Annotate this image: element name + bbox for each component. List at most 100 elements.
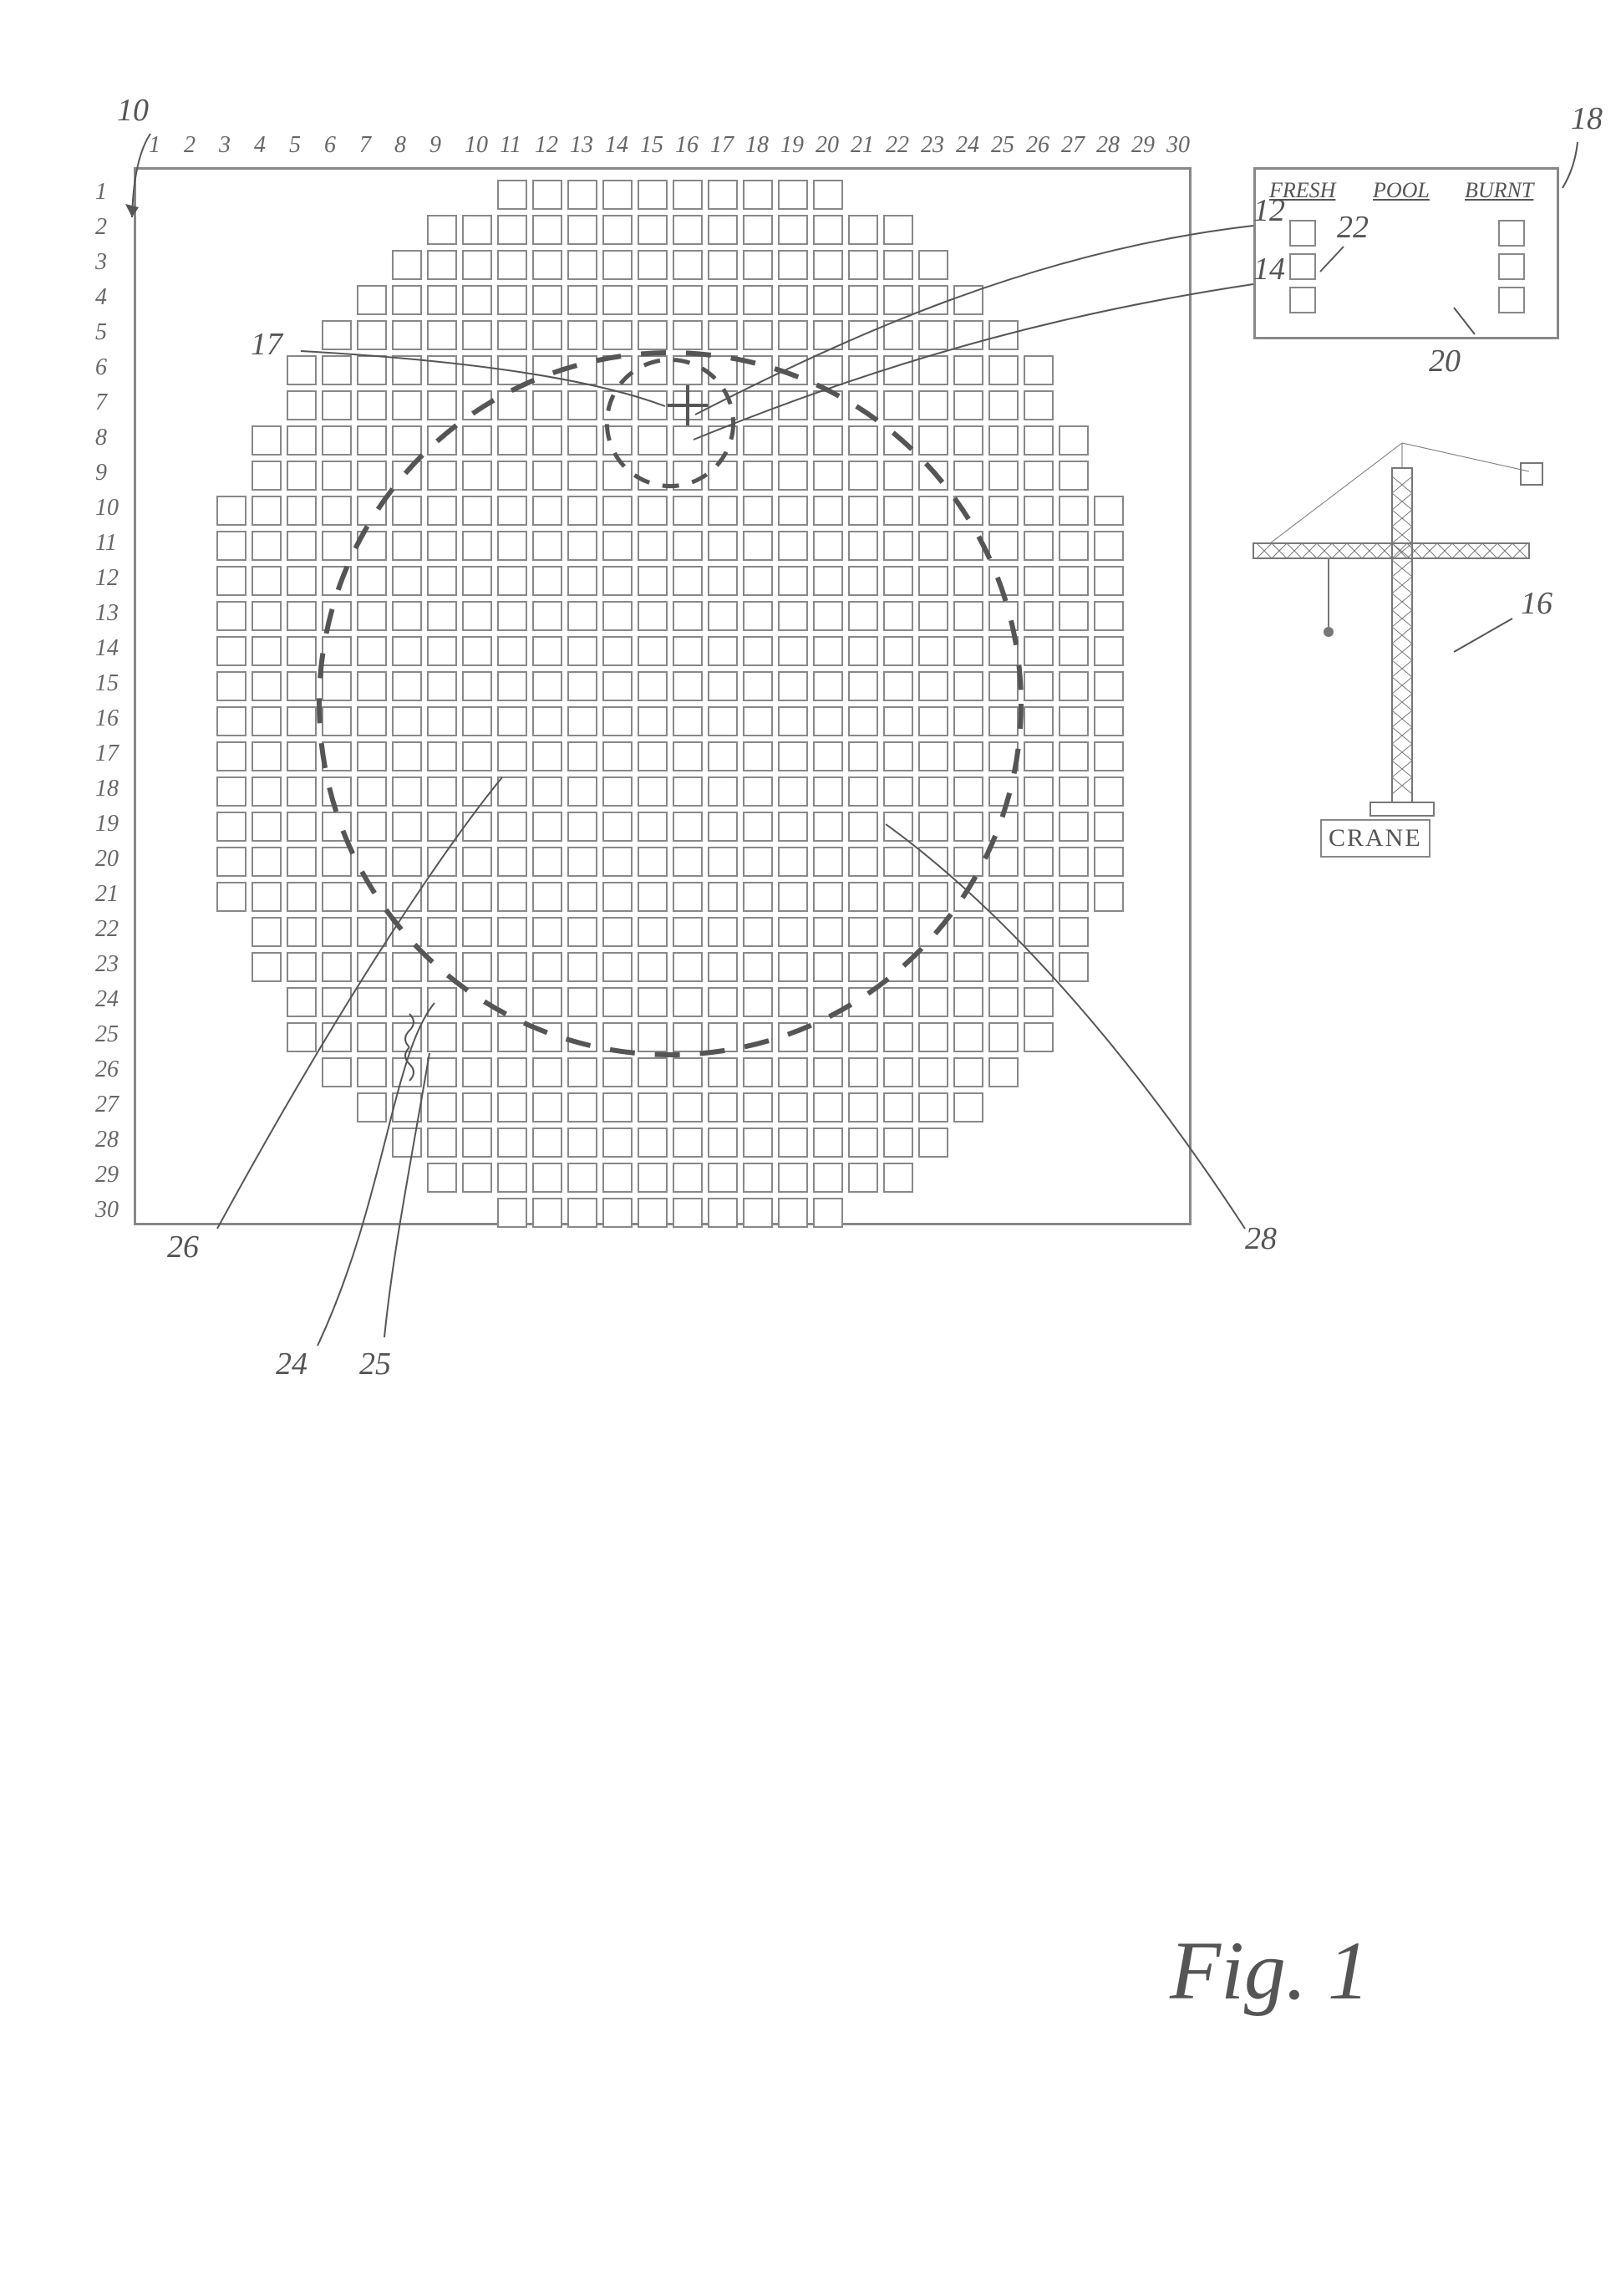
axis-col-9: 9 — [429, 132, 441, 159]
grid-cell — [883, 285, 913, 315]
grid-cell — [778, 636, 808, 666]
grid-cell — [602, 180, 633, 210]
grid-cell — [953, 987, 983, 1017]
axis-row-20: 20 — [95, 846, 119, 873]
grid-cell — [673, 987, 703, 1017]
grid-cell — [392, 1057, 422, 1087]
grid-cell — [357, 847, 387, 877]
grid-cell — [357, 601, 387, 631]
grid-cell — [497, 1022, 527, 1052]
grid-cell — [1094, 531, 1124, 561]
grid-cell — [918, 250, 948, 280]
grid-cell — [638, 1198, 668, 1228]
grid-cell — [1024, 987, 1054, 1017]
grid-cell — [953, 566, 983, 596]
grid-cell — [848, 706, 878, 736]
grid-cell — [883, 250, 913, 280]
grid-cell — [743, 566, 773, 596]
grid-cell — [778, 1057, 808, 1087]
grid-cell — [602, 1198, 633, 1228]
grid-cell — [918, 671, 948, 701]
grid-cell — [848, 285, 878, 315]
grid-cell — [532, 987, 562, 1017]
grid-cell — [778, 671, 808, 701]
grid-cell — [1059, 741, 1089, 771]
grid-cell — [708, 496, 738, 526]
grid-cell — [918, 1022, 948, 1052]
grid-cell — [673, 1092, 703, 1123]
grid-cell — [1024, 636, 1054, 666]
grid-cell — [988, 847, 1019, 877]
grid-cell — [392, 496, 422, 526]
grid-cell — [392, 461, 422, 491]
grid-cell — [602, 1128, 633, 1158]
grid-cell — [778, 285, 808, 315]
grid-cell — [602, 882, 633, 912]
axis-row-4: 4 — [95, 284, 107, 311]
grid-cell — [1024, 847, 1054, 877]
axis-row-8: 8 — [95, 425, 107, 451]
ref-20: 20 — [1429, 343, 1461, 379]
grid-cell — [567, 952, 597, 982]
grid-cell — [497, 320, 527, 350]
grid-cell — [427, 671, 457, 701]
grid-cell — [743, 425, 773, 456]
grid-cell — [708, 601, 738, 631]
grid-cell — [392, 1128, 422, 1158]
grid-cell — [1024, 776, 1054, 807]
grid-cell — [988, 636, 1019, 666]
grid-cell — [743, 320, 773, 350]
grid-cell — [743, 215, 773, 245]
grid-cell — [638, 952, 668, 982]
grid-cell — [567, 566, 597, 596]
grid-cell — [392, 847, 422, 877]
grid-cell — [848, 425, 878, 456]
grid-cell — [602, 496, 633, 526]
grid-cell — [988, 601, 1019, 631]
grid-cell — [883, 1163, 913, 1193]
grid-cell — [743, 847, 773, 877]
grid-cell — [778, 706, 808, 736]
axis-row-17: 17 — [95, 741, 119, 767]
legend-burnt-header: BURNT — [1465, 178, 1533, 203]
grid-cell — [918, 320, 948, 350]
grid-cell — [322, 741, 352, 771]
grid-cell — [357, 882, 387, 912]
axis-row-26: 26 — [95, 1056, 119, 1083]
grid-cell — [988, 355, 1019, 385]
grid-cell — [427, 425, 457, 456]
grid-cell — [1094, 741, 1124, 771]
grid-cell — [497, 390, 527, 420]
grid-cell — [848, 671, 878, 701]
grid-cell — [602, 952, 633, 982]
grid-cell — [497, 636, 527, 666]
grid-cell — [322, 671, 352, 701]
grid-cell — [848, 917, 878, 947]
grid-cell — [532, 285, 562, 315]
grid-cell — [673, 215, 703, 245]
grid-cell — [848, 987, 878, 1017]
grid-cell — [708, 1057, 738, 1087]
grid-cell — [638, 847, 668, 877]
grid-cell — [673, 1057, 703, 1087]
grid-cell — [1094, 671, 1124, 701]
grid-cell — [287, 566, 317, 596]
grid-cell — [988, 566, 1019, 596]
grid-cell — [673, 671, 703, 701]
grid-cell — [532, 180, 562, 210]
grid-cell — [708, 1198, 738, 1228]
grid-cell — [708, 285, 738, 315]
axis-col-1: 1 — [149, 132, 160, 159]
grid-cell — [427, 987, 457, 1017]
grid-cell — [427, 390, 457, 420]
grid-cell — [532, 917, 562, 947]
axis-row-14: 14 — [95, 635, 119, 662]
grid-cell — [638, 671, 668, 701]
grid-cell — [357, 917, 387, 947]
grid-cell — [322, 776, 352, 807]
grid-cell — [462, 741, 492, 771]
grid-cell — [673, 847, 703, 877]
axis-col-12: 12 — [535, 132, 558, 159]
legend-burnt-sq1 — [1498, 220, 1525, 247]
grid-cell — [953, 812, 983, 842]
